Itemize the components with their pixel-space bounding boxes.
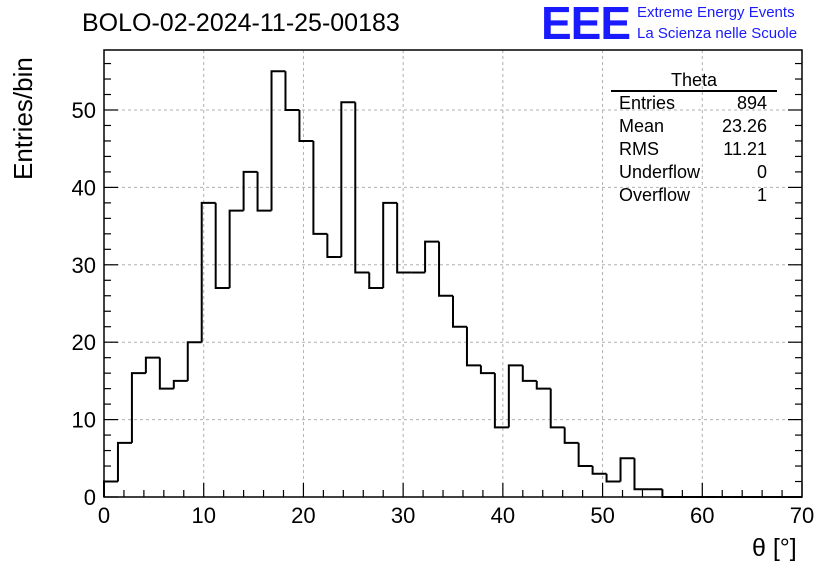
histogram-bin	[633, 458, 649, 491]
chart-title: BOLO-02-2024-11-25-00183	[82, 9, 400, 37]
histogram-bin	[200, 201, 216, 343]
plot-frame	[103, 49, 803, 498]
histogram-bin	[396, 202, 412, 274]
histogram-bin	[521, 365, 537, 382]
x-tick-label: 50	[590, 503, 614, 528]
stats-row-mean: Mean 23.26	[611, 115, 777, 138]
stats-row-entries: Entries 894	[611, 92, 777, 115]
stats-label: Underflow	[619, 162, 701, 182]
histogram-bin	[452, 295, 467, 328]
histogram-bin	[228, 209, 244, 289]
stats-value: 11.21	[723, 139, 767, 159]
histogram-bin	[242, 170, 258, 211]
stats-value: 0	[756, 162, 767, 182]
histogram-bin	[424, 240, 440, 273]
histogram-bin	[605, 473, 621, 483]
histogram-bin	[382, 201, 398, 289]
histogram-bin	[535, 380, 551, 390]
histogram-bin	[144, 356, 160, 374]
histogram-bin	[479, 365, 495, 375]
x-tick-label: 60	[690, 503, 714, 528]
histogram-bin	[158, 357, 174, 390]
histogram-bin	[284, 71, 300, 111]
stats-title: Theta	[611, 70, 777, 92]
histogram-bin	[214, 202, 230, 290]
x-tick-label: 20	[291, 503, 315, 528]
histogram-bin	[493, 373, 509, 429]
stats-row-rms: RMS 11.21	[611, 138, 777, 161]
histogram-bin	[354, 102, 370, 274]
histogram-bin	[312, 140, 328, 235]
axis-ticks	[103, 62, 803, 498]
histogram-bin	[256, 171, 272, 212]
histogram-bin	[619, 457, 635, 482]
x-tick-label: 10	[191, 503, 215, 528]
histogram-bin	[549, 388, 565, 429]
y-tick-label: 30	[72, 253, 96, 278]
stats-label: Overflow	[619, 185, 691, 205]
eee-logo: EEE	[541, 0, 631, 49]
histogram-bin	[438, 241, 453, 297]
stats-label: Mean	[619, 116, 665, 136]
histogram-bin	[591, 466, 607, 475]
logo-line-2: La Scienza nelle Scuole	[637, 25, 798, 42]
histogram-bin	[507, 364, 523, 428]
x-tick-label: 40	[491, 503, 515, 528]
stats-value: 23.26	[721, 116, 767, 136]
histogram-bin	[103, 480, 118, 497]
y-axis-label: Entries/bin	[8, 57, 38, 180]
x-tick-label: 30	[391, 503, 415, 528]
x-tick-label: 70	[790, 503, 814, 528]
stats-label: Entries	[619, 93, 676, 113]
histogram-bin	[172, 379, 188, 389]
histogram-bin	[661, 489, 677, 498]
y-tick-label: 50	[72, 98, 96, 123]
stats-label: RMS	[619, 139, 659, 159]
y-tick-label: 10	[72, 408, 96, 433]
histogram-bin	[186, 341, 202, 381]
stats-row-underflow: Underflow 0	[611, 161, 777, 184]
histogram-bin	[270, 70, 286, 211]
x-tick-label: 0	[98, 503, 110, 528]
y-tick-label: 40	[72, 175, 96, 200]
stats-row-overflow: Overflow 1	[611, 184, 777, 207]
histogram-bin	[577, 442, 593, 468]
histogram-bin	[130, 372, 146, 443]
histogram-bin	[368, 272, 384, 290]
logo-line-1: Extreme Energy Events	[637, 4, 795, 21]
histogram-series	[103, 70, 802, 498]
histogram-bin	[563, 427, 579, 444]
stats-value: 894	[736, 93, 767, 113]
histogram-bin	[298, 109, 314, 142]
histogram-bin	[326, 233, 342, 259]
stats-value: 1	[756, 185, 767, 205]
x-axis-label: θ [°]	[752, 534, 797, 562]
histogram-bin	[465, 326, 481, 367]
stats-box: Theta Entries 894 Mean 23.26 RMS 11.21 U…	[611, 70, 777, 207]
grid-lines	[104, 50, 802, 497]
y-tick-label: 0	[84, 485, 96, 510]
histogram-bin	[340, 101, 356, 258]
y-tick-label: 20	[72, 330, 96, 355]
histogram-bin	[116, 441, 132, 482]
